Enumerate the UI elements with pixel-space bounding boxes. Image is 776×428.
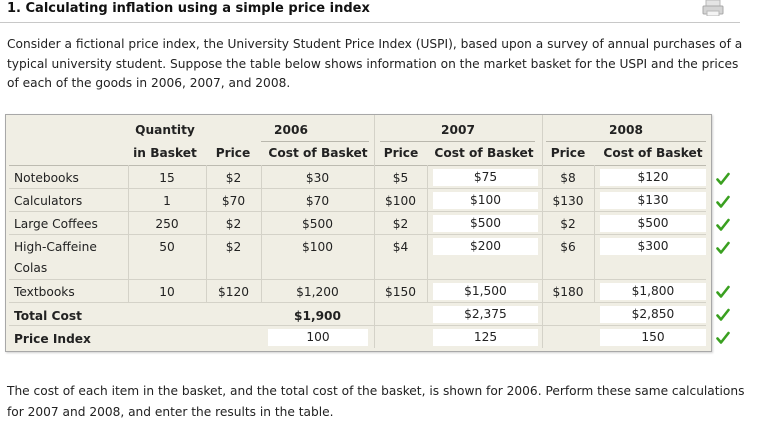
check-icon: [716, 308, 730, 321]
price-2008-textbooks: $180: [552, 285, 584, 299]
price-2007-large-coffees: $2: [392, 217, 409, 231]
price-2008-high-caffeine-colas: $6: [560, 240, 576, 254]
uspi-table: Quantity 2006 2007 2008 in Basket Price …: [5, 114, 712, 352]
cost-2008-calculators-input[interactable]: $130: [600, 192, 706, 209]
qty-large-coffees: 250: [155, 217, 179, 231]
cost-2007-large-coffees-input[interactable]: $500: [433, 215, 538, 232]
header-cost-2006: Cost of Basket: [268, 146, 368, 160]
row-label-calculators: Calculators: [14, 194, 83, 208]
cost-2007-calculators-input[interactable]: $100: [433, 192, 538, 209]
title-divider: [0, 22, 740, 23]
price-index-2008-input[interactable]: 150: [600, 329, 706, 346]
header-cost-2008: Cost of Basket: [603, 146, 703, 160]
cost-2006-calculators: $70: [305, 194, 330, 208]
check-icon: [716, 172, 730, 185]
price-2007-textbooks: $150: [384, 285, 417, 299]
cost-2007-high-caffeine-colas-input[interactable]: $200: [433, 238, 538, 255]
cost-2007-textbooks-input[interactable]: $1,500: [433, 283, 538, 300]
header-year-2008: 2008: [609, 123, 643, 137]
print-icon[interactable]: [702, 0, 724, 16]
check-icon: [716, 218, 730, 231]
check-icon: [716, 241, 730, 254]
header-year-2006: 2006: [274, 123, 308, 137]
price-2006-textbooks: $120: [217, 285, 250, 299]
row-label-price-index: Price Index: [14, 332, 91, 346]
qty-textbooks: 10: [159, 285, 175, 299]
cost-2008-high-caffeine-colas-input[interactable]: $300: [600, 238, 706, 255]
row-label-total-cost: Total Cost: [14, 309, 82, 323]
cost-2006-large-coffees: $500: [301, 217, 334, 231]
qty-calculators: 1: [163, 194, 171, 208]
price-index-2007-input[interactable]: 125: [433, 329, 538, 346]
price-2006-notebooks: $2: [225, 171, 242, 185]
cost-2006-high-caffeine-colas: $100: [301, 240, 334, 254]
qty-high-caffeine-colas: 50: [159, 240, 175, 254]
row-label-high-caffeine-colas: High-Caffeine: [14, 240, 97, 254]
row-label-notebooks: Notebooks: [14, 171, 79, 185]
price-2007-calculators: $100: [384, 194, 417, 208]
intro-paragraph: Consider a fictional price index, the Un…: [7, 37, 743, 90]
cost-2006-notebooks: $30: [305, 171, 330, 185]
total-cost-2008-input[interactable]: $2,850: [600, 306, 706, 323]
header-price-2008: Price: [550, 146, 586, 160]
cost-2008-large-coffees-input[interactable]: $500: [600, 215, 706, 232]
cost-2008-notebooks-input[interactable]: $120: [600, 169, 706, 186]
header-quantity: Quantity: [135, 123, 195, 137]
row-label-textbooks: Textbooks: [14, 285, 75, 299]
header-cost-2007: Cost of Basket: [434, 146, 534, 160]
price-2007-high-caffeine-colas: $4: [392, 240, 409, 254]
header-year-2007: 2007: [441, 123, 475, 137]
header-in-basket: in Basket: [133, 146, 197, 160]
cost-2007-notebooks-input[interactable]: $75: [433, 169, 538, 186]
price-index-2006: 100: [268, 329, 368, 346]
header-price-2006: Price: [215, 146, 251, 160]
cost-2008-textbooks-input[interactable]: $1,800: [600, 283, 706, 300]
row-label-high-caffeine-colas-line2: Colas: [14, 261, 48, 275]
instructions-paragraph: The cost of each item in the basket, and…: [7, 384, 745, 419]
total-cost-2007-input[interactable]: $2,375: [433, 306, 538, 323]
check-icon: [716, 285, 730, 298]
total-cost-2006: $1,900: [293, 309, 342, 323]
price-2007-notebooks: $5: [392, 171, 409, 185]
price-2006-high-caffeine-colas: $2: [225, 240, 242, 254]
cost-2006-textbooks: $1,200: [296, 285, 339, 299]
qty-notebooks: 15: [159, 171, 175, 185]
price-2008-notebooks: $8: [560, 171, 576, 185]
check-icon: [716, 331, 730, 344]
price-2006-calculators: $70: [221, 194, 246, 208]
price-2006-large-coffees: $2: [225, 217, 242, 231]
row-label-large-coffees: Large Coffees: [14, 217, 98, 231]
header-price-2007: Price: [383, 146, 419, 160]
question-title: 1. Calculating inflation using a simple …: [7, 1, 370, 16]
price-2008-large-coffees: $2: [560, 217, 576, 231]
check-icon: [716, 195, 730, 208]
price-2008-calculators: $130: [552, 194, 584, 208]
